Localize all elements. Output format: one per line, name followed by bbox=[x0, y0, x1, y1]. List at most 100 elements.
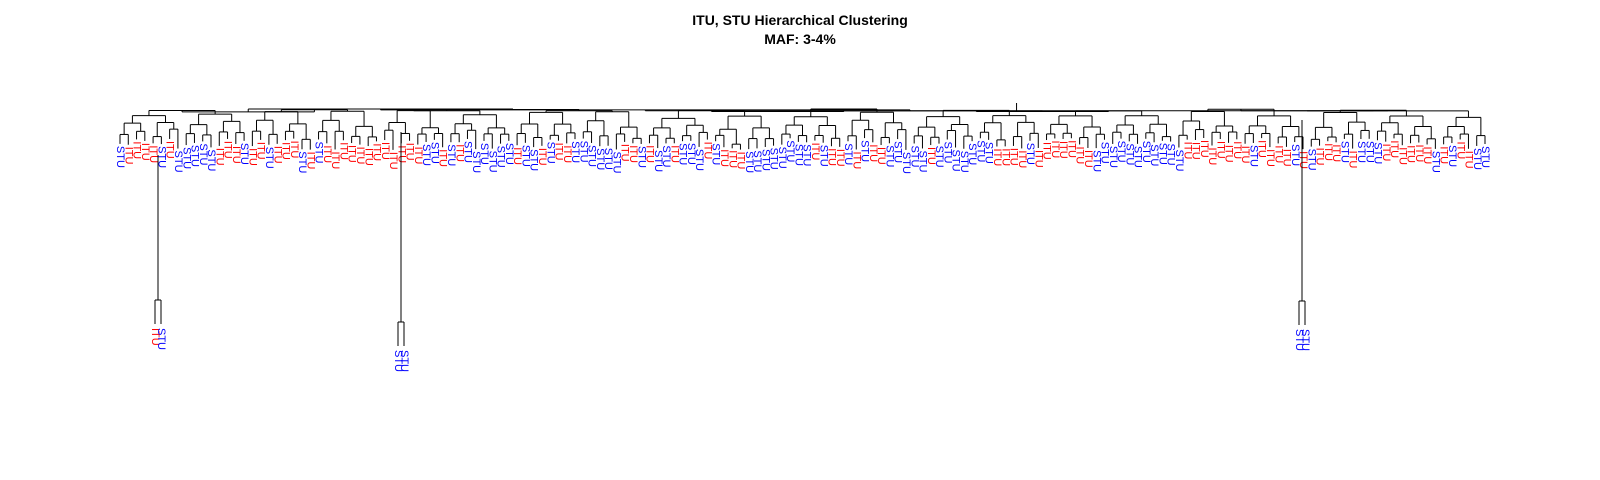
leaf-label: STU bbox=[1024, 143, 1036, 165]
leaf-label: STU bbox=[768, 148, 780, 170]
leaf-label: ITU bbox=[1413, 145, 1425, 163]
leaf-label: ITU bbox=[867, 144, 879, 162]
leaf-label: ITU bbox=[701, 142, 713, 160]
leaf-label: ITU bbox=[412, 147, 424, 165]
leaf-label: STU bbox=[486, 151, 498, 173]
leaf-label: ITU bbox=[131, 141, 143, 159]
leaf-label: STU bbox=[917, 150, 929, 172]
leaf-label: STU bbox=[114, 146, 126, 168]
chart-subtitle: MAF: 3-4% bbox=[764, 31, 836, 47]
leaf-label: ITU bbox=[1198, 140, 1210, 158]
leaf-label: STU bbox=[1289, 144, 1301, 166]
leaf-label: ITU bbox=[925, 147, 937, 165]
leaf-label: STU bbox=[1429, 151, 1441, 173]
leaf-label: STU bbox=[428, 142, 440, 164]
leaf-label: STU bbox=[296, 151, 308, 173]
leaf-label: STU bbox=[544, 142, 556, 164]
leaf-label: STU bbox=[817, 145, 829, 167]
leaf-label: STU bbox=[966, 143, 978, 165]
leaf-label: STU bbox=[743, 151, 755, 173]
leaf-label: ITU bbox=[1421, 146, 1433, 164]
leaf-label: ITU bbox=[453, 144, 465, 162]
leaf-label: STU bbox=[900, 152, 912, 174]
leaf-label: STU bbox=[1338, 141, 1350, 163]
leaf-label: ITU bbox=[1330, 144, 1342, 162]
leaf-label: ITU bbox=[1041, 142, 1053, 160]
leaf-label: STU bbox=[693, 149, 705, 171]
leaf-label: ITU bbox=[1016, 150, 1028, 168]
leaf-label: ITU bbox=[1388, 140, 1400, 158]
leaf-label: ITU bbox=[1223, 145, 1235, 163]
leaf-label: ITU bbox=[809, 143, 821, 161]
leaf-label: STU bbox=[398, 350, 410, 372]
leaf-label: STU bbox=[883, 145, 895, 167]
leaf-label: STU bbox=[751, 150, 763, 172]
leaf-label: STU bbox=[1471, 148, 1483, 170]
leaf-label: ITU bbox=[1206, 147, 1218, 165]
leaf-label: STU bbox=[941, 142, 953, 164]
leaf-label: STU bbox=[528, 149, 540, 171]
leaf-label: ITU bbox=[1380, 144, 1392, 162]
leaf-label: STU bbox=[172, 151, 184, 173]
leaf-label: STU bbox=[155, 328, 167, 350]
leaf-label: STU bbox=[610, 151, 622, 173]
leaf-label: STU bbox=[950, 150, 962, 172]
leaf-label: STU bbox=[1148, 144, 1160, 166]
leaf-label: STU bbox=[933, 146, 945, 168]
leaf-label: STU bbox=[1173, 149, 1185, 171]
leaf-label: ITU bbox=[387, 152, 399, 170]
leaf-label: STU bbox=[503, 143, 515, 165]
leaf-label: ITU bbox=[1181, 142, 1193, 160]
leaf-label: ITU bbox=[147, 145, 159, 163]
leaf-label: ITU bbox=[1082, 150, 1094, 168]
leaf-label: STU bbox=[974, 140, 986, 162]
leaf-label: STU bbox=[1165, 144, 1177, 166]
leaf-label: STU bbox=[180, 147, 192, 169]
leaf-label: STU bbox=[908, 145, 920, 167]
leaf-label: ITU bbox=[511, 147, 523, 165]
leaf-label: STU bbox=[1107, 146, 1119, 168]
leaf-label: STU bbox=[519, 145, 531, 167]
leaf-label: STU bbox=[1156, 143, 1168, 165]
leaf-label: ITU bbox=[1190, 142, 1202, 160]
leaf-label: STU bbox=[238, 143, 250, 165]
leaf-label: ITU bbox=[246, 148, 258, 166]
leaf-label: STU bbox=[470, 151, 482, 173]
leaf-label: ITU bbox=[321, 145, 333, 163]
leaf-label: STU bbox=[776, 147, 788, 169]
leaf-label: ITU bbox=[644, 145, 656, 163]
leaf-label: STU bbox=[1140, 141, 1152, 163]
leaf-label: STU bbox=[478, 143, 490, 165]
leaf-label: STU bbox=[1363, 141, 1375, 163]
leaf-label: STU bbox=[635, 146, 647, 168]
leaf-label: ITU bbox=[1264, 149, 1276, 167]
leaf-label: ITU bbox=[999, 148, 1011, 166]
leaf-label: ITU bbox=[329, 151, 341, 169]
leaf-label: STU bbox=[313, 141, 325, 163]
leaf-label: ITU bbox=[404, 143, 416, 161]
leaf-label: STU bbox=[495, 146, 507, 168]
leaf-label: STU bbox=[420, 144, 432, 166]
leaf-label: ITU bbox=[362, 148, 374, 166]
leaf-label: ITU bbox=[619, 144, 631, 162]
leaf-label: STU bbox=[842, 143, 854, 165]
leaf-label: ITU bbox=[668, 145, 680, 163]
leaf-label: STU bbox=[462, 141, 474, 163]
leaf-label: ITU bbox=[718, 149, 730, 167]
leaf-label: ITU bbox=[1272, 145, 1284, 163]
leaf-label: ITU bbox=[536, 148, 548, 166]
leaf-label: ITU bbox=[354, 147, 366, 165]
leaf-label: ITU bbox=[1314, 148, 1326, 166]
leaf-label: STU bbox=[1099, 142, 1111, 164]
leaf-label: ITU bbox=[371, 143, 383, 161]
leaf-label: ITU bbox=[271, 146, 283, 164]
leaf-label: STU bbox=[1355, 141, 1367, 163]
leaf-label: ITU bbox=[1057, 141, 1069, 159]
leaf-label: STU bbox=[586, 145, 598, 167]
leaf-label: ITU bbox=[1347, 151, 1359, 169]
leaf-label: ITU bbox=[1281, 149, 1293, 167]
leaf-label: STU bbox=[1479, 146, 1491, 168]
leaf-label: ITU bbox=[337, 142, 349, 160]
leaf-label: STU bbox=[983, 142, 995, 164]
